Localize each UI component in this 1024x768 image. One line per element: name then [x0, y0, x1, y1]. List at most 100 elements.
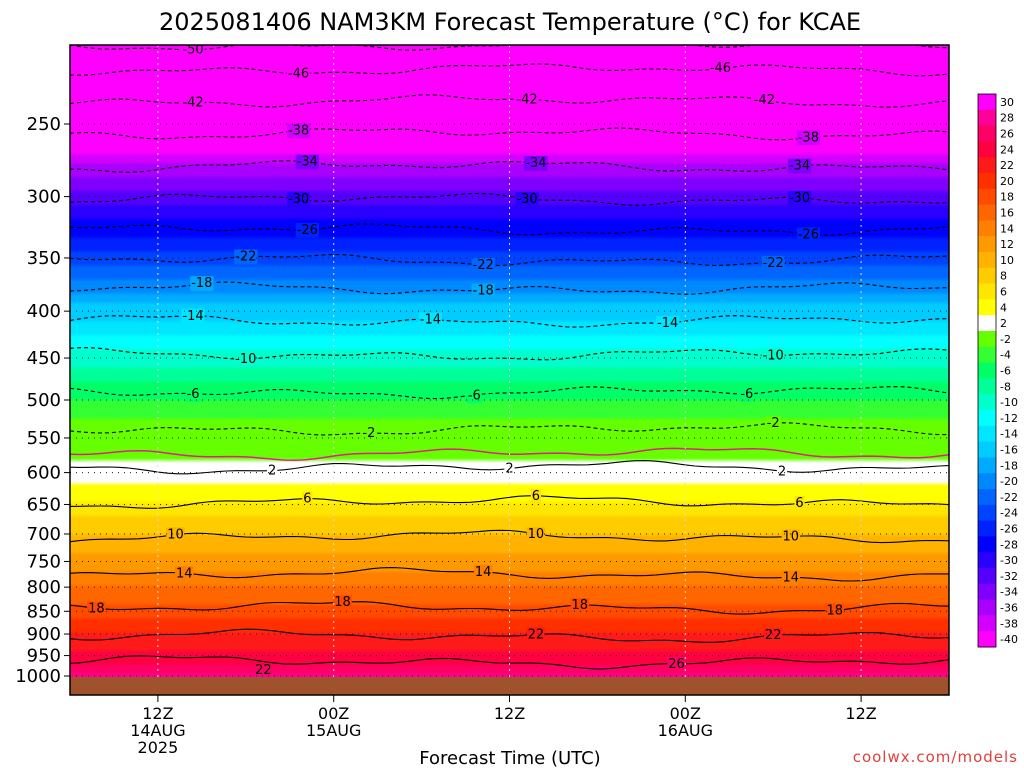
colorbar-label: -14 — [1000, 428, 1018, 441]
y-tick-label: 400 — [27, 301, 61, 322]
y-tick-label: 350 — [27, 248, 61, 269]
contour-label: -26 — [798, 227, 819, 242]
colorbar-swatch — [978, 220, 996, 237]
contour-label-bg — [825, 603, 845, 619]
colorbar-swatch — [978, 346, 996, 364]
contour-label-bg — [473, 564, 493, 580]
colorbar-swatch — [978, 283, 996, 300]
contour-label-bg — [752, 92, 777, 108]
colorbar-swatch — [978, 583, 996, 601]
contour-label-bg — [656, 315, 680, 331]
contour-label-bg — [361, 426, 377, 442]
colorbar-swatch — [978, 299, 996, 316]
contour-label: -14 — [182, 309, 203, 324]
contour-label-bg — [185, 386, 201, 402]
colorbar-label: -10 — [1000, 396, 1018, 409]
contour-label: -42 — [754, 93, 775, 108]
contour-label: -10 — [763, 349, 784, 364]
contour-label-bg — [181, 308, 205, 324]
y-tick-label: 250 — [27, 114, 61, 135]
contour-label: -22 — [235, 249, 256, 264]
ground-surface — [70, 677, 949, 695]
colorbar-label: -12 — [1000, 412, 1018, 425]
x-tick-label: 14AUG — [130, 721, 185, 740]
contour-line — [70, 386, 949, 400]
y-tick-label: 600 — [27, 463, 61, 484]
contour-label: 18 — [826, 603, 843, 618]
contour-label-bg — [761, 348, 785, 364]
contour-label-bg — [515, 191, 539, 207]
contour-label: -46 — [288, 66, 309, 81]
colorbar-label: 14 — [1000, 222, 1014, 235]
x-tick-label: 16AUG — [658, 721, 713, 740]
contour-label-bg — [190, 276, 214, 292]
colorbar-swatch — [978, 125, 996, 142]
colorbar-swatch — [978, 473, 996, 490]
contour-label-bg — [796, 227, 820, 243]
contour-label-bg — [526, 627, 546, 643]
x-tick-label: 2025 — [138, 738, 179, 757]
colorbar-label: -38 — [1000, 617, 1018, 630]
contour-label-bg — [530, 488, 542, 504]
y-tick-label: 650 — [27, 494, 61, 515]
credit-link[interactable]: coolwx.com/models — [853, 748, 1018, 766]
colorbar-label: 22 — [1000, 159, 1014, 172]
colorbar-label: 26 — [1000, 128, 1014, 141]
colorbar-label: 6 — [1000, 286, 1007, 299]
contour-lines: -50 -46 -46 -42 -42 -42 -38 -38 -34 -34 -34 -30 -30 -… — [70, 45, 949, 678]
colorbar-swatch — [978, 410, 996, 427]
contour-label-bg — [471, 257, 495, 273]
contour-label: -14 — [657, 316, 678, 331]
contour-label-bg — [794, 495, 805, 511]
contour-label: 14 — [176, 566, 193, 581]
colorbar-swatch — [978, 331, 996, 348]
colorbar-swatch — [978, 141, 996, 158]
contour-label-bg — [765, 416, 781, 432]
colorbar-swatch — [978, 378, 996, 395]
contour-label: -42 — [182, 96, 203, 111]
colorbar-label: -34 — [1000, 586, 1018, 599]
colorbar-swatch — [978, 536, 996, 553]
colorbar-swatch — [978, 267, 996, 285]
contour-label: 14 — [475, 565, 492, 580]
contour-label: -38 — [798, 130, 819, 145]
contour-label: -42 — [516, 92, 537, 107]
contour-label: 6 — [303, 492, 311, 507]
y-tick-label: 850 — [27, 601, 61, 622]
y-tick-label: 750 — [27, 551, 61, 572]
contour-label-bg — [286, 123, 311, 139]
colorbar-label: 2 — [1000, 317, 1007, 330]
colorbar-label: 4 — [1000, 301, 1007, 314]
contour-label: 6 — [532, 489, 540, 504]
contour-label: -6 — [187, 387, 200, 402]
contour-label-bg — [295, 154, 319, 170]
contour-label-bg — [166, 527, 185, 543]
contour-label: 10 — [167, 527, 184, 542]
colorbar-label: -32 — [1000, 570, 1018, 583]
contour-label-bg — [87, 601, 106, 617]
contour-label-bg — [234, 249, 258, 265]
x-axis-label: Forecast Time (UTC) — [419, 748, 600, 768]
y-tick-label: 450 — [27, 348, 61, 369]
colorbar-label: -8 — [1000, 380, 1011, 393]
colorbar-swatch — [978, 394, 996, 411]
contour-label-bg — [333, 595, 352, 611]
colorbar-label: 18 — [1000, 191, 1014, 204]
colorbar-swatch — [978, 568, 996, 585]
contour-label-bg — [781, 570, 801, 586]
y-tick-label: 700 — [27, 524, 61, 545]
colorbar-swatch — [978, 109, 996, 127]
contour-label: -30 — [288, 192, 309, 207]
colorbar-swatch — [978, 504, 996, 522]
colorbar-label: -28 — [1000, 538, 1018, 551]
contour-label-bg — [181, 45, 205, 58]
colorbar-swatch — [978, 362, 996, 379]
colorbar-swatch — [978, 599, 996, 616]
colorbar-label: -30 — [1000, 554, 1018, 567]
colorbar-swatch — [978, 457, 996, 474]
contour-label: 18 — [88, 602, 105, 617]
contour-label: -18 — [191, 276, 212, 291]
x-tick-label: 15AUG — [306, 721, 361, 740]
contour-label-bg — [739, 386, 755, 402]
colorbar-label: 20 — [1000, 175, 1014, 188]
